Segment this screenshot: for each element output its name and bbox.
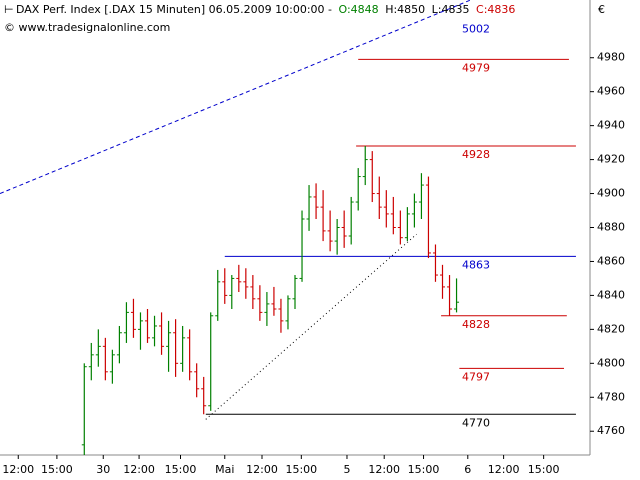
x-tick-label: 12:00 <box>123 463 155 476</box>
y-tick-label: 4820 <box>597 322 625 335</box>
x-tick-label: 15:00 <box>408 463 440 476</box>
y-tick-label: 4780 <box>597 390 625 403</box>
x-tick-label: 15:00 <box>285 463 317 476</box>
copyright: © www.tradesignalonline.com <box>4 21 170 34</box>
header: DAX Perf. Index [.DAX 15 Minuten] 06.05.… <box>16 3 515 16</box>
x-tick-label: Mai <box>215 463 234 476</box>
y-tick-label: 4860 <box>597 254 625 267</box>
header-high: H:4850 <box>385 3 425 16</box>
x-tick-label: 5 <box>343 463 350 476</box>
x-tick-label: 12:00 <box>488 463 520 476</box>
x-tick-label: 12:00 <box>246 463 278 476</box>
x-tick-label: 12:00 <box>2 463 34 476</box>
y-tick-label: 4760 <box>597 424 625 437</box>
level-label: 4770 <box>462 416 490 429</box>
level-label: 4797 <box>462 370 490 383</box>
y-tick-label: 4900 <box>597 187 625 200</box>
header-icon: ⊢ <box>4 3 14 16</box>
level-label: 4863 <box>462 258 490 271</box>
level-label: 4828 <box>462 318 490 331</box>
y-tick-label: 4800 <box>597 356 625 369</box>
y-tick-label: 4920 <box>597 153 625 166</box>
y-tick-label: 4880 <box>597 221 625 234</box>
level-label: 4928 <box>462 148 490 161</box>
x-tick-label: 15:00 <box>528 463 560 476</box>
level-label: 5002 <box>462 22 490 35</box>
trend-line <box>205 233 417 420</box>
y-tick-label: 4980 <box>597 51 625 64</box>
header-open: O:4848 <box>339 3 379 16</box>
y-tick-label: 4940 <box>597 119 625 132</box>
currency: € <box>598 3 605 16</box>
y-tick-label: 4840 <box>597 288 625 301</box>
x-tick-label: 6 <box>464 463 471 476</box>
header-low: L:4835 <box>432 3 470 16</box>
x-tick-label: 15:00 <box>165 463 197 476</box>
header-symbol: DAX Perf. Index [.DAX 15 Minuten] 06.05.… <box>16 3 332 16</box>
x-tick-label: 30 <box>96 463 110 476</box>
level-label: 4979 <box>462 61 490 74</box>
x-tick-label: 15:00 <box>41 463 73 476</box>
trend-line <box>0 0 471 195</box>
x-tick-label: 12:00 <box>368 463 400 476</box>
header-close: C:4836 <box>476 3 515 16</box>
y-tick-label: 4960 <box>597 85 625 98</box>
